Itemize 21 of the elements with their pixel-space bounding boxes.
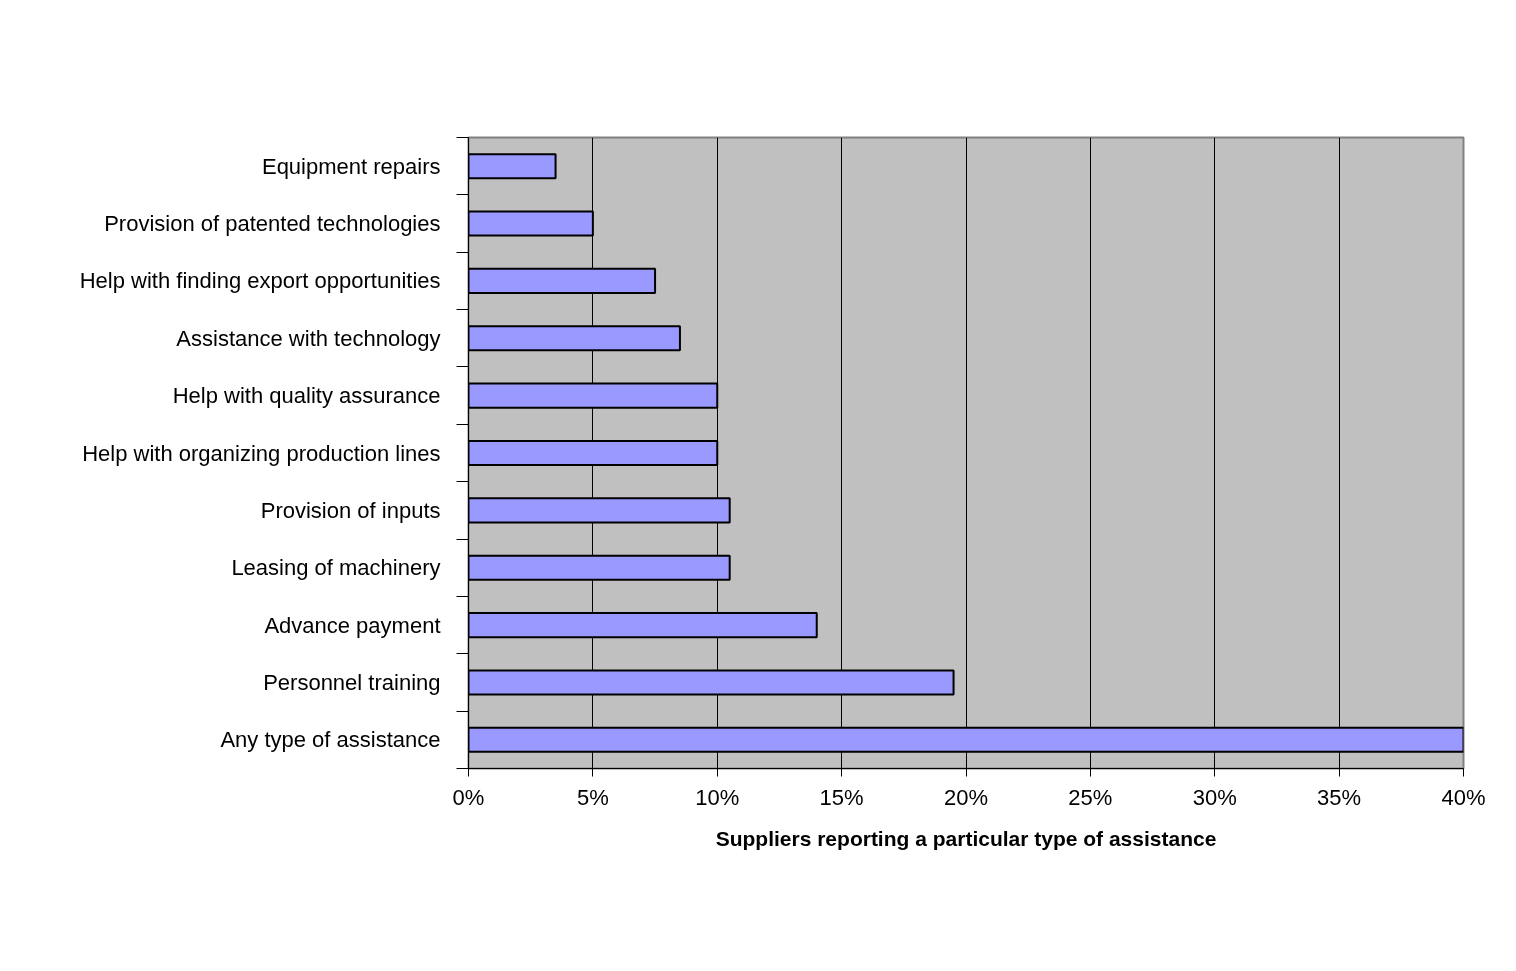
x-tick-label: 25% bbox=[1068, 784, 1113, 810]
y-tick-label: Leasing of machinery bbox=[231, 555, 441, 581]
x-tick-label: 5% bbox=[576, 784, 609, 810]
y-tick-label: Help with organizing production lines bbox=[82, 440, 441, 466]
x-tick-label: 15% bbox=[819, 784, 864, 810]
y-tick-label: Advance payment bbox=[264, 612, 441, 638]
y-tick-label: Assistance with technology bbox=[176, 325, 441, 351]
x-tick-label: 10% bbox=[695, 784, 740, 810]
y-tick-label: Help with quality assurance bbox=[172, 383, 441, 409]
x-tick-label: 35% bbox=[1317, 784, 1362, 810]
y-tick-label: Provision of patented technologies bbox=[104, 211, 441, 237]
y-tick-label: Personnel training bbox=[263, 669, 441, 695]
x-tick-label: 30% bbox=[1192, 784, 1237, 810]
y-tick-label: Help with finding export opportunities bbox=[79, 268, 441, 294]
x-tick-label: 20% bbox=[943, 784, 989, 810]
x-tick-label: 0% bbox=[452, 784, 485, 810]
y-tick-label: Equipment repairs bbox=[261, 153, 441, 179]
y-tick-label: Provision of inputs bbox=[260, 497, 441, 523]
x-tick-label: 40% bbox=[1441, 784, 1486, 810]
y-tick-label: Any type of assistance bbox=[220, 727, 441, 753]
x-axis-title: Suppliers reporting a particular type of assistance bbox=[715, 826, 1217, 850]
